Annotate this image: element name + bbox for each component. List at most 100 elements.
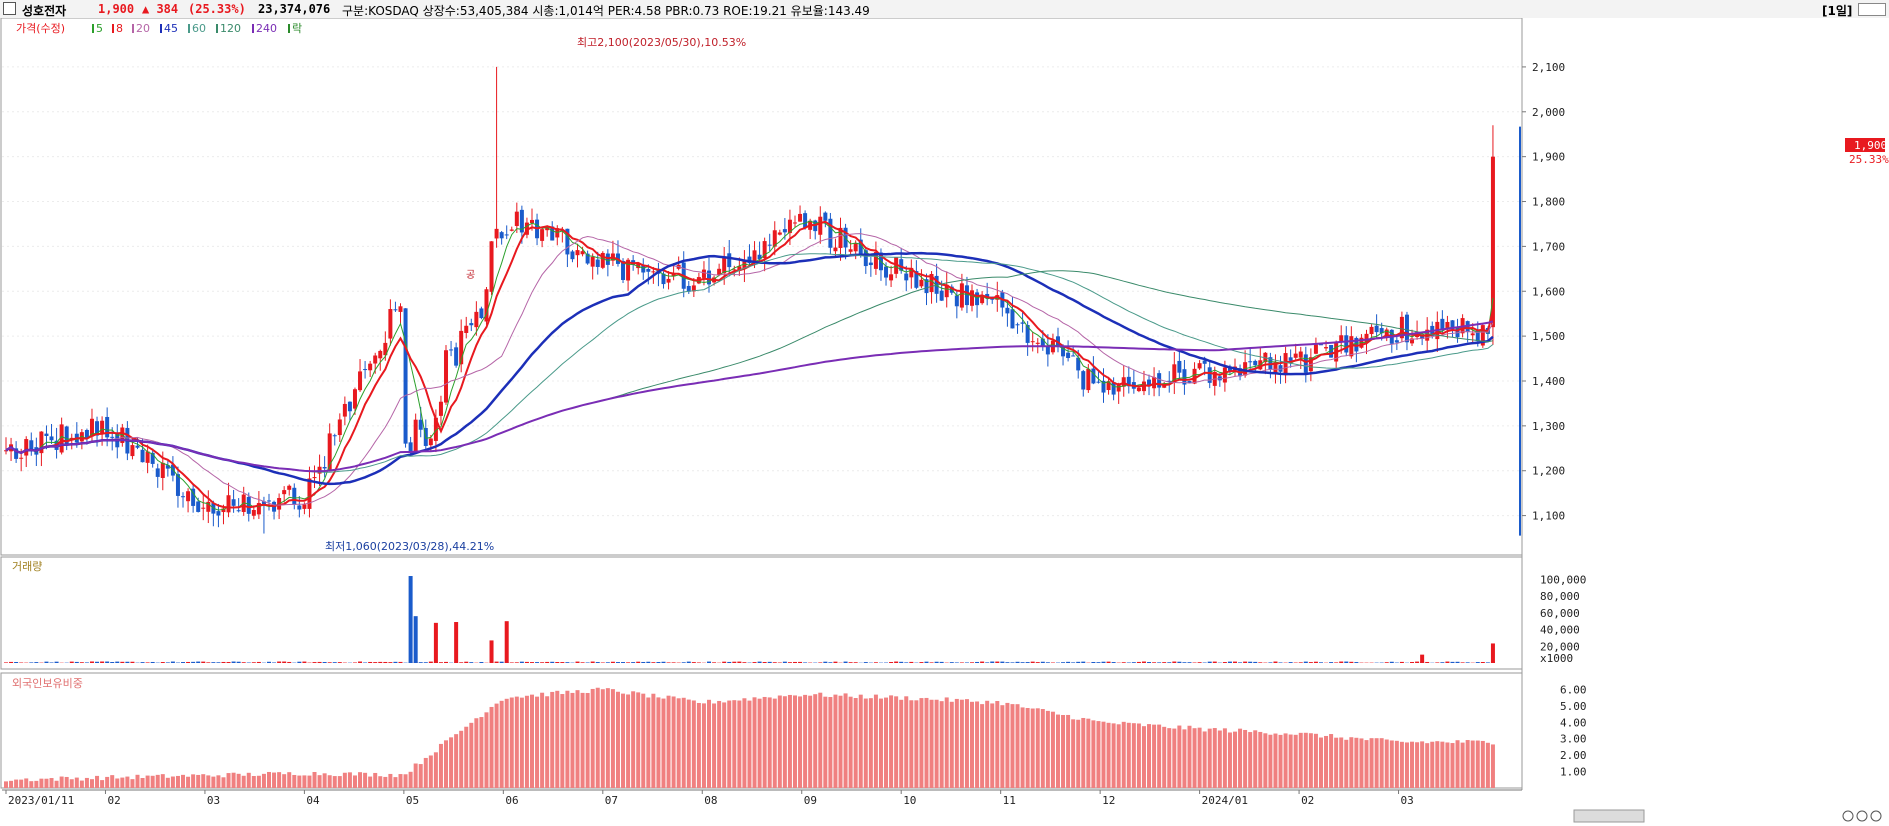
foreign-bar xyxy=(514,696,519,788)
window-buttons[interactable] xyxy=(1858,3,1886,16)
foreign-bar xyxy=(995,701,1000,788)
period-button[interactable]: [1일] xyxy=(1822,4,1853,18)
volume-bar xyxy=(899,661,904,663)
candle xyxy=(191,488,196,506)
foreign-bar xyxy=(206,775,211,788)
foreign-bar xyxy=(170,776,175,788)
foreign-bar xyxy=(676,698,681,788)
foreign-bar xyxy=(1258,731,1263,788)
foreign-bar xyxy=(1101,721,1106,788)
legend-foreign-label: 외국인보유비중 xyxy=(12,677,83,690)
candle xyxy=(484,289,489,322)
foreign-bar xyxy=(1435,741,1440,788)
volume-bar xyxy=(853,662,858,663)
candle xyxy=(600,252,605,268)
volume-bar xyxy=(894,661,899,663)
zoom-in-icon[interactable] xyxy=(1842,810,1854,822)
foreign-bar xyxy=(1445,742,1450,788)
foreign-bar xyxy=(297,775,302,788)
candle xyxy=(701,269,706,278)
foreign-bar xyxy=(211,776,216,788)
candle xyxy=(787,219,792,234)
foreign-bar xyxy=(1066,714,1071,788)
checkbox-icon[interactable] xyxy=(3,2,16,15)
candle xyxy=(570,251,575,260)
volume-panel xyxy=(4,576,1495,663)
foreign-bar xyxy=(428,755,433,788)
candle xyxy=(1030,341,1035,343)
volume-spike xyxy=(408,576,413,663)
candle xyxy=(206,501,211,512)
legend-ma-marker xyxy=(132,24,134,33)
chart-background xyxy=(0,18,1889,826)
foreign-bar xyxy=(408,771,413,788)
candle xyxy=(342,403,347,417)
foreign-bar xyxy=(1121,721,1126,788)
foreign-bar xyxy=(54,780,59,788)
candle xyxy=(1020,322,1025,324)
candle xyxy=(44,433,49,436)
foreign-bar xyxy=(39,778,44,788)
foreign-bar xyxy=(509,697,514,788)
volume-bar xyxy=(89,661,94,663)
foreign-bar xyxy=(636,692,641,788)
volume-bar xyxy=(1020,662,1025,663)
foreign-bar xyxy=(858,694,863,788)
candle xyxy=(691,285,696,292)
foreign-bar xyxy=(919,698,924,788)
foreign-bar xyxy=(1263,733,1268,788)
foreign-bar xyxy=(1243,729,1248,788)
foreign-tick-label: 6.00 xyxy=(1560,683,1587,696)
candle xyxy=(363,369,368,371)
volume-bar xyxy=(752,662,757,663)
foreign-bar xyxy=(14,779,19,788)
candle xyxy=(1025,325,1030,343)
zoom-out-icon[interactable] xyxy=(1856,810,1868,822)
foreign-bar xyxy=(1455,740,1460,788)
foreign-bar xyxy=(221,777,226,788)
foreign-bar xyxy=(277,772,282,788)
scrollbar[interactable] xyxy=(1573,809,1645,823)
candle xyxy=(59,424,64,453)
volume-bar xyxy=(226,662,231,663)
foreign-bar xyxy=(792,695,797,788)
volume-bar xyxy=(1091,661,1096,663)
candle xyxy=(540,229,545,241)
candle xyxy=(863,250,868,267)
x-tick-label: 02 xyxy=(107,794,120,807)
candle xyxy=(944,284,949,298)
price-tick-label: 2,000 xyxy=(1532,106,1565,119)
foreign-bar xyxy=(939,701,944,788)
foreign-panel xyxy=(4,687,1495,788)
volume-bar xyxy=(464,661,469,663)
candle xyxy=(130,445,135,457)
foreign-bar xyxy=(413,763,418,788)
volume-bar xyxy=(1450,661,1455,663)
annotation-low: 최저1,060(2023/03/28),44.21% xyxy=(325,540,494,553)
volume-bar xyxy=(782,661,787,663)
candle xyxy=(1324,347,1329,349)
foreign-bar xyxy=(646,697,651,788)
volume-bar xyxy=(120,661,125,663)
volume-bar xyxy=(100,661,105,663)
foreign-bar xyxy=(120,777,125,788)
volume-tick-label: 20,000 xyxy=(1540,640,1580,653)
candle xyxy=(459,330,464,365)
foreign-bar xyxy=(843,693,848,788)
volume-bar xyxy=(388,662,393,663)
zoom-reset-icon[interactable] xyxy=(1870,810,1882,822)
x-tick-label: 06 xyxy=(505,794,518,807)
candle xyxy=(1010,309,1015,329)
candle xyxy=(1071,355,1076,357)
foreign-bar xyxy=(762,696,767,788)
candle xyxy=(1283,353,1288,376)
price-tick-label: 1,600 xyxy=(1532,285,1565,298)
candle xyxy=(236,510,241,512)
foreign-bar xyxy=(4,781,8,788)
candle xyxy=(4,450,8,452)
candle xyxy=(833,247,838,252)
volume-bar xyxy=(803,662,808,663)
volume-bar xyxy=(1384,662,1389,663)
candle xyxy=(14,448,19,459)
foreign-bar xyxy=(777,695,782,788)
